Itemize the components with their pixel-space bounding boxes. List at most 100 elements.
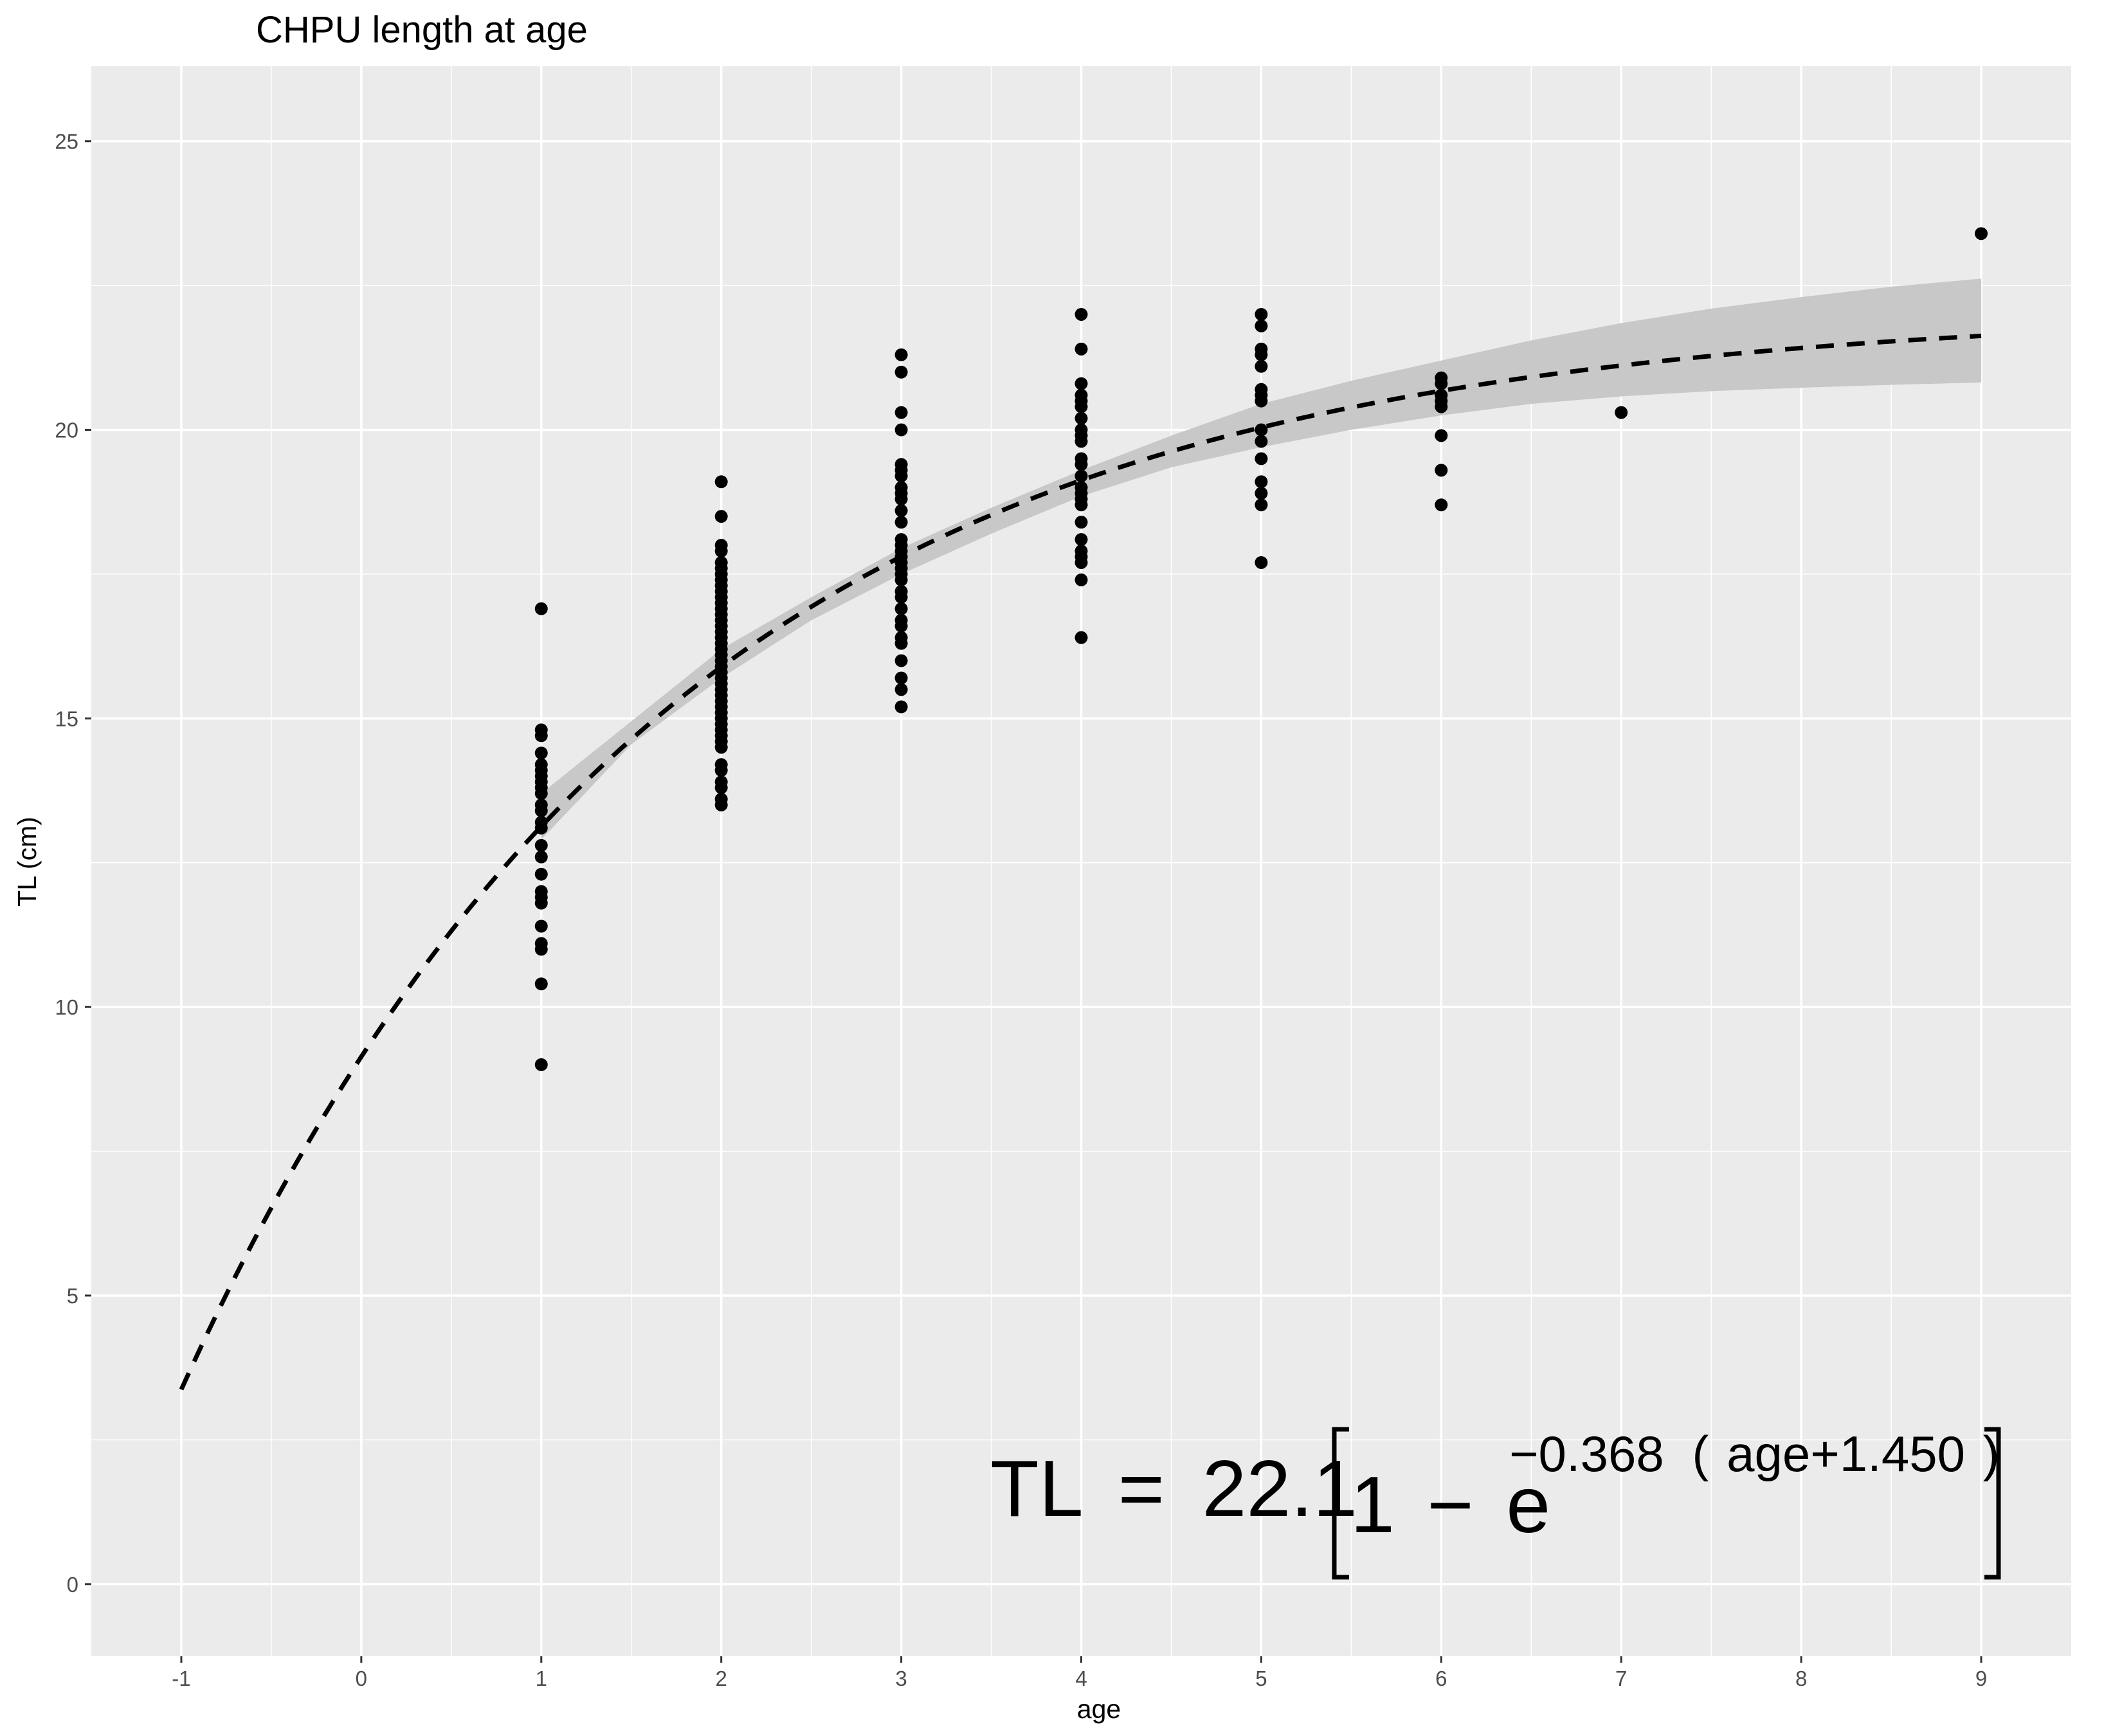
confidence-band-area: [541, 278, 1982, 840]
data-point: [1075, 556, 1088, 569]
data-point: [894, 504, 908, 518]
data-point: [894, 619, 908, 633]
equation-lhs: TL: [990, 1445, 1081, 1533]
x-tick-label: -1: [172, 1667, 190, 1690]
data-point: [534, 977, 548, 991]
data-point: [894, 590, 908, 604]
y-tick-label: 5: [67, 1284, 78, 1308]
data-point: [1435, 377, 1448, 390]
data-point: [1435, 464, 1448, 477]
data-point: [534, 850, 548, 863]
svg-text:−0.368 ( age+1.450: −0.368 ( age+1.450 ): [1509, 1425, 2000, 1482]
data-point: [534, 1058, 548, 1071]
data-point: [1975, 227, 1988, 240]
data-point: [714, 798, 728, 811]
data-point: [534, 919, 548, 933]
data-point: [534, 787, 548, 800]
y-tick-label: 25: [55, 130, 78, 154]
equation-exponent-coef: −0.368: [1509, 1425, 1664, 1482]
x-tick-label: 7: [1615, 1667, 1627, 1690]
data-point: [534, 943, 548, 956]
x-tick-label: 4: [1075, 1667, 1087, 1690]
data-point: [1075, 411, 1088, 425]
equation-left-bracket: [1332, 1427, 1349, 1580]
data-point: [714, 510, 728, 523]
data-point: [1075, 573, 1088, 586]
svg-text:TL = 22.1: TL = 22.1: [990, 1445, 1357, 1533]
data-point: [1075, 400, 1088, 413]
y-axis: 0 5 10 15 20 25: [55, 130, 91, 1596]
data-point: [1075, 498, 1088, 512]
data-point: [894, 516, 908, 529]
data-point: [714, 545, 728, 558]
data-point: [1075, 307, 1088, 321]
data-point: [1255, 359, 1268, 373]
data-point: [1255, 435, 1268, 448]
x-axis-title: age: [1077, 1694, 1121, 1724]
data-point: [534, 729, 548, 743]
equation-e: e: [1506, 1461, 1550, 1550]
data-point: [714, 475, 728, 489]
data-point: [1075, 469, 1088, 483]
data-point: [1255, 452, 1268, 466]
equation-exponent-body: age+1.450: [1727, 1425, 1965, 1482]
chart-title: CHPU length at age: [256, 9, 588, 51]
data-point: [534, 896, 548, 910]
y-tick-label: 10: [55, 995, 78, 1019]
equation-exponent-open: (: [1692, 1425, 1709, 1482]
data-point: [1075, 533, 1088, 547]
data-point: [534, 602, 548, 615]
equation-equals: =: [1118, 1445, 1165, 1533]
data-point: [534, 804, 548, 817]
data-point: [894, 406, 908, 419]
data-point: [894, 671, 908, 685]
data-point: [894, 573, 908, 586]
data-point: [714, 741, 728, 754]
data-point: [714, 764, 728, 777]
x-tick-label: 2: [716, 1667, 727, 1690]
svg-text:1 − e: 1 − e: [1350, 1461, 1550, 1550]
data-point: [1255, 498, 1268, 512]
x-tick-label: 6: [1435, 1667, 1447, 1690]
data-point: [1075, 377, 1088, 390]
data-point: [894, 637, 908, 650]
data-point: [1435, 498, 1448, 512]
y-axis-title: TL (cm): [12, 817, 42, 907]
data-point: [1255, 319, 1268, 332]
x-tick-label: 0: [356, 1667, 367, 1690]
x-tick-label: 1: [536, 1667, 547, 1690]
data-point: [894, 654, 908, 667]
data-point: [534, 746, 548, 760]
data-point: [894, 700, 908, 714]
data-point: [1255, 394, 1268, 408]
equation-one: 1: [1350, 1461, 1395, 1550]
model-equation: TL = 22.1 1 − e −0.368 ( age+1.450 ): [990, 1425, 2001, 1580]
data-point: [1255, 307, 1268, 321]
data-point: [1075, 458, 1088, 471]
x-tick-label: 9: [1975, 1667, 1987, 1690]
equation-right-bracket: [1984, 1427, 2001, 1580]
data-point: [894, 683, 908, 696]
x-tick-label: 3: [895, 1667, 907, 1690]
confidence-band: [541, 278, 1982, 840]
data-point: [714, 781, 728, 795]
data-points: [534, 227, 1988, 1071]
equation-linf: 22.1: [1202, 1445, 1357, 1533]
data-point: [534, 838, 548, 852]
data-point: [894, 602, 908, 615]
data-point: [894, 348, 908, 361]
y-tick-label: 0: [67, 1573, 78, 1596]
x-tick-label: 8: [1795, 1667, 1807, 1690]
data-point: [1255, 423, 1268, 437]
data-point: [1075, 342, 1088, 356]
data-point: [1075, 435, 1088, 448]
y-tick-label: 20: [55, 419, 78, 442]
data-point: [1075, 516, 1088, 529]
data-point: [894, 423, 908, 437]
data-point: [1255, 348, 1268, 361]
data-point: [894, 469, 908, 483]
data-point: [1255, 487, 1268, 500]
data-point: [1615, 406, 1628, 419]
data-point: [1075, 631, 1088, 644]
